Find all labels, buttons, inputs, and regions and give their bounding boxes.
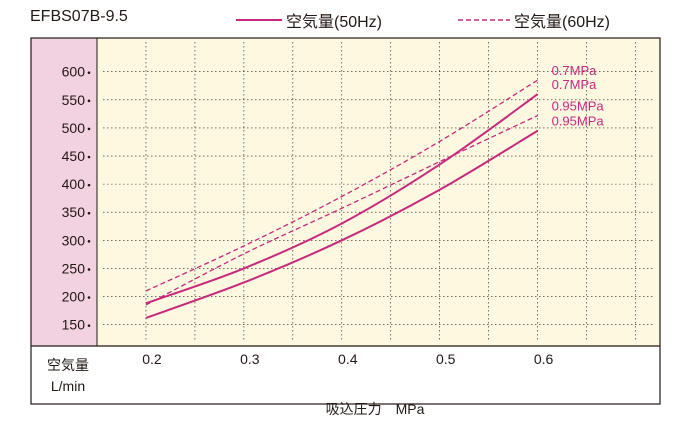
- y-tick-label: 350: [62, 204, 86, 220]
- y-axis-unit: L/min: [50, 378, 86, 394]
- y-tick-label: 600: [62, 64, 86, 80]
- series-line-60hz-095mpa: [145, 114, 538, 306]
- x-tick-label: 0.2: [142, 351, 162, 367]
- series-label: 0.95MPa: [552, 99, 605, 114]
- series-line-50hz-095mpa: [145, 129, 539, 319]
- y-tick-dot: [87, 71, 91, 75]
- legend-solid-label: 空気量(50Hz): [286, 14, 383, 31]
- x-tick-label: 0.5: [436, 351, 456, 367]
- y-tick-dot: [87, 240, 91, 243]
- x-axis-label: 吸込圧力 MPa: [326, 401, 425, 417]
- y-tick-label: 150: [62, 317, 86, 333]
- y-tick-dot: [87, 268, 91, 271]
- y-tick-label: 500: [62, 120, 86, 136]
- y-tick-label: 300: [62, 232, 86, 248]
- y-tick-dot: [87, 324, 91, 327]
- model-label: EFBS07B-9.5: [30, 8, 128, 25]
- legend-solid-line-icon: [236, 19, 282, 21]
- series-line-50hz-07mpa: [145, 93, 539, 305]
- y-tick-label: 450: [62, 148, 86, 164]
- plot-area: [97, 38, 660, 346]
- y-tick-dot: [87, 99, 91, 103]
- series-label: 0.7MPa: [552, 77, 598, 92]
- y-tick-label: 550: [62, 92, 86, 108]
- legend-dashed-line-icon: [458, 19, 510, 21]
- y-tick-dot: [87, 155, 91, 159]
- series-label: 0.95MPa: [552, 114, 605, 129]
- legend-dashed-label: 空気量(60Hz): [514, 14, 611, 31]
- y-axis-band: [31, 38, 97, 346]
- y-tick-label: 250: [62, 260, 86, 276]
- x-tick-label: 0.3: [240, 351, 260, 367]
- series-line-60hz-07mpa: [145, 79, 538, 292]
- y-tick-dot: [87, 127, 91, 131]
- x-tick-label: 0.6: [534, 351, 554, 367]
- legend-solid: 空気量(50Hz): [236, 8, 382, 32]
- chart-frame: [30, 37, 661, 405]
- legend-dashed: 空気量(60Hz): [458, 8, 610, 32]
- y-tick-label: 400: [62, 176, 86, 192]
- y-tick-dot: [87, 183, 91, 187]
- series-label: 0.7MPa: [552, 63, 598, 78]
- y-tick-dot: [87, 296, 91, 299]
- y-axis-label: 空気量: [47, 357, 89, 373]
- y-tick-dot: [87, 211, 91, 215]
- y-tick-label: 200: [62, 289, 86, 305]
- x-tick-label: 0.4: [338, 351, 358, 367]
